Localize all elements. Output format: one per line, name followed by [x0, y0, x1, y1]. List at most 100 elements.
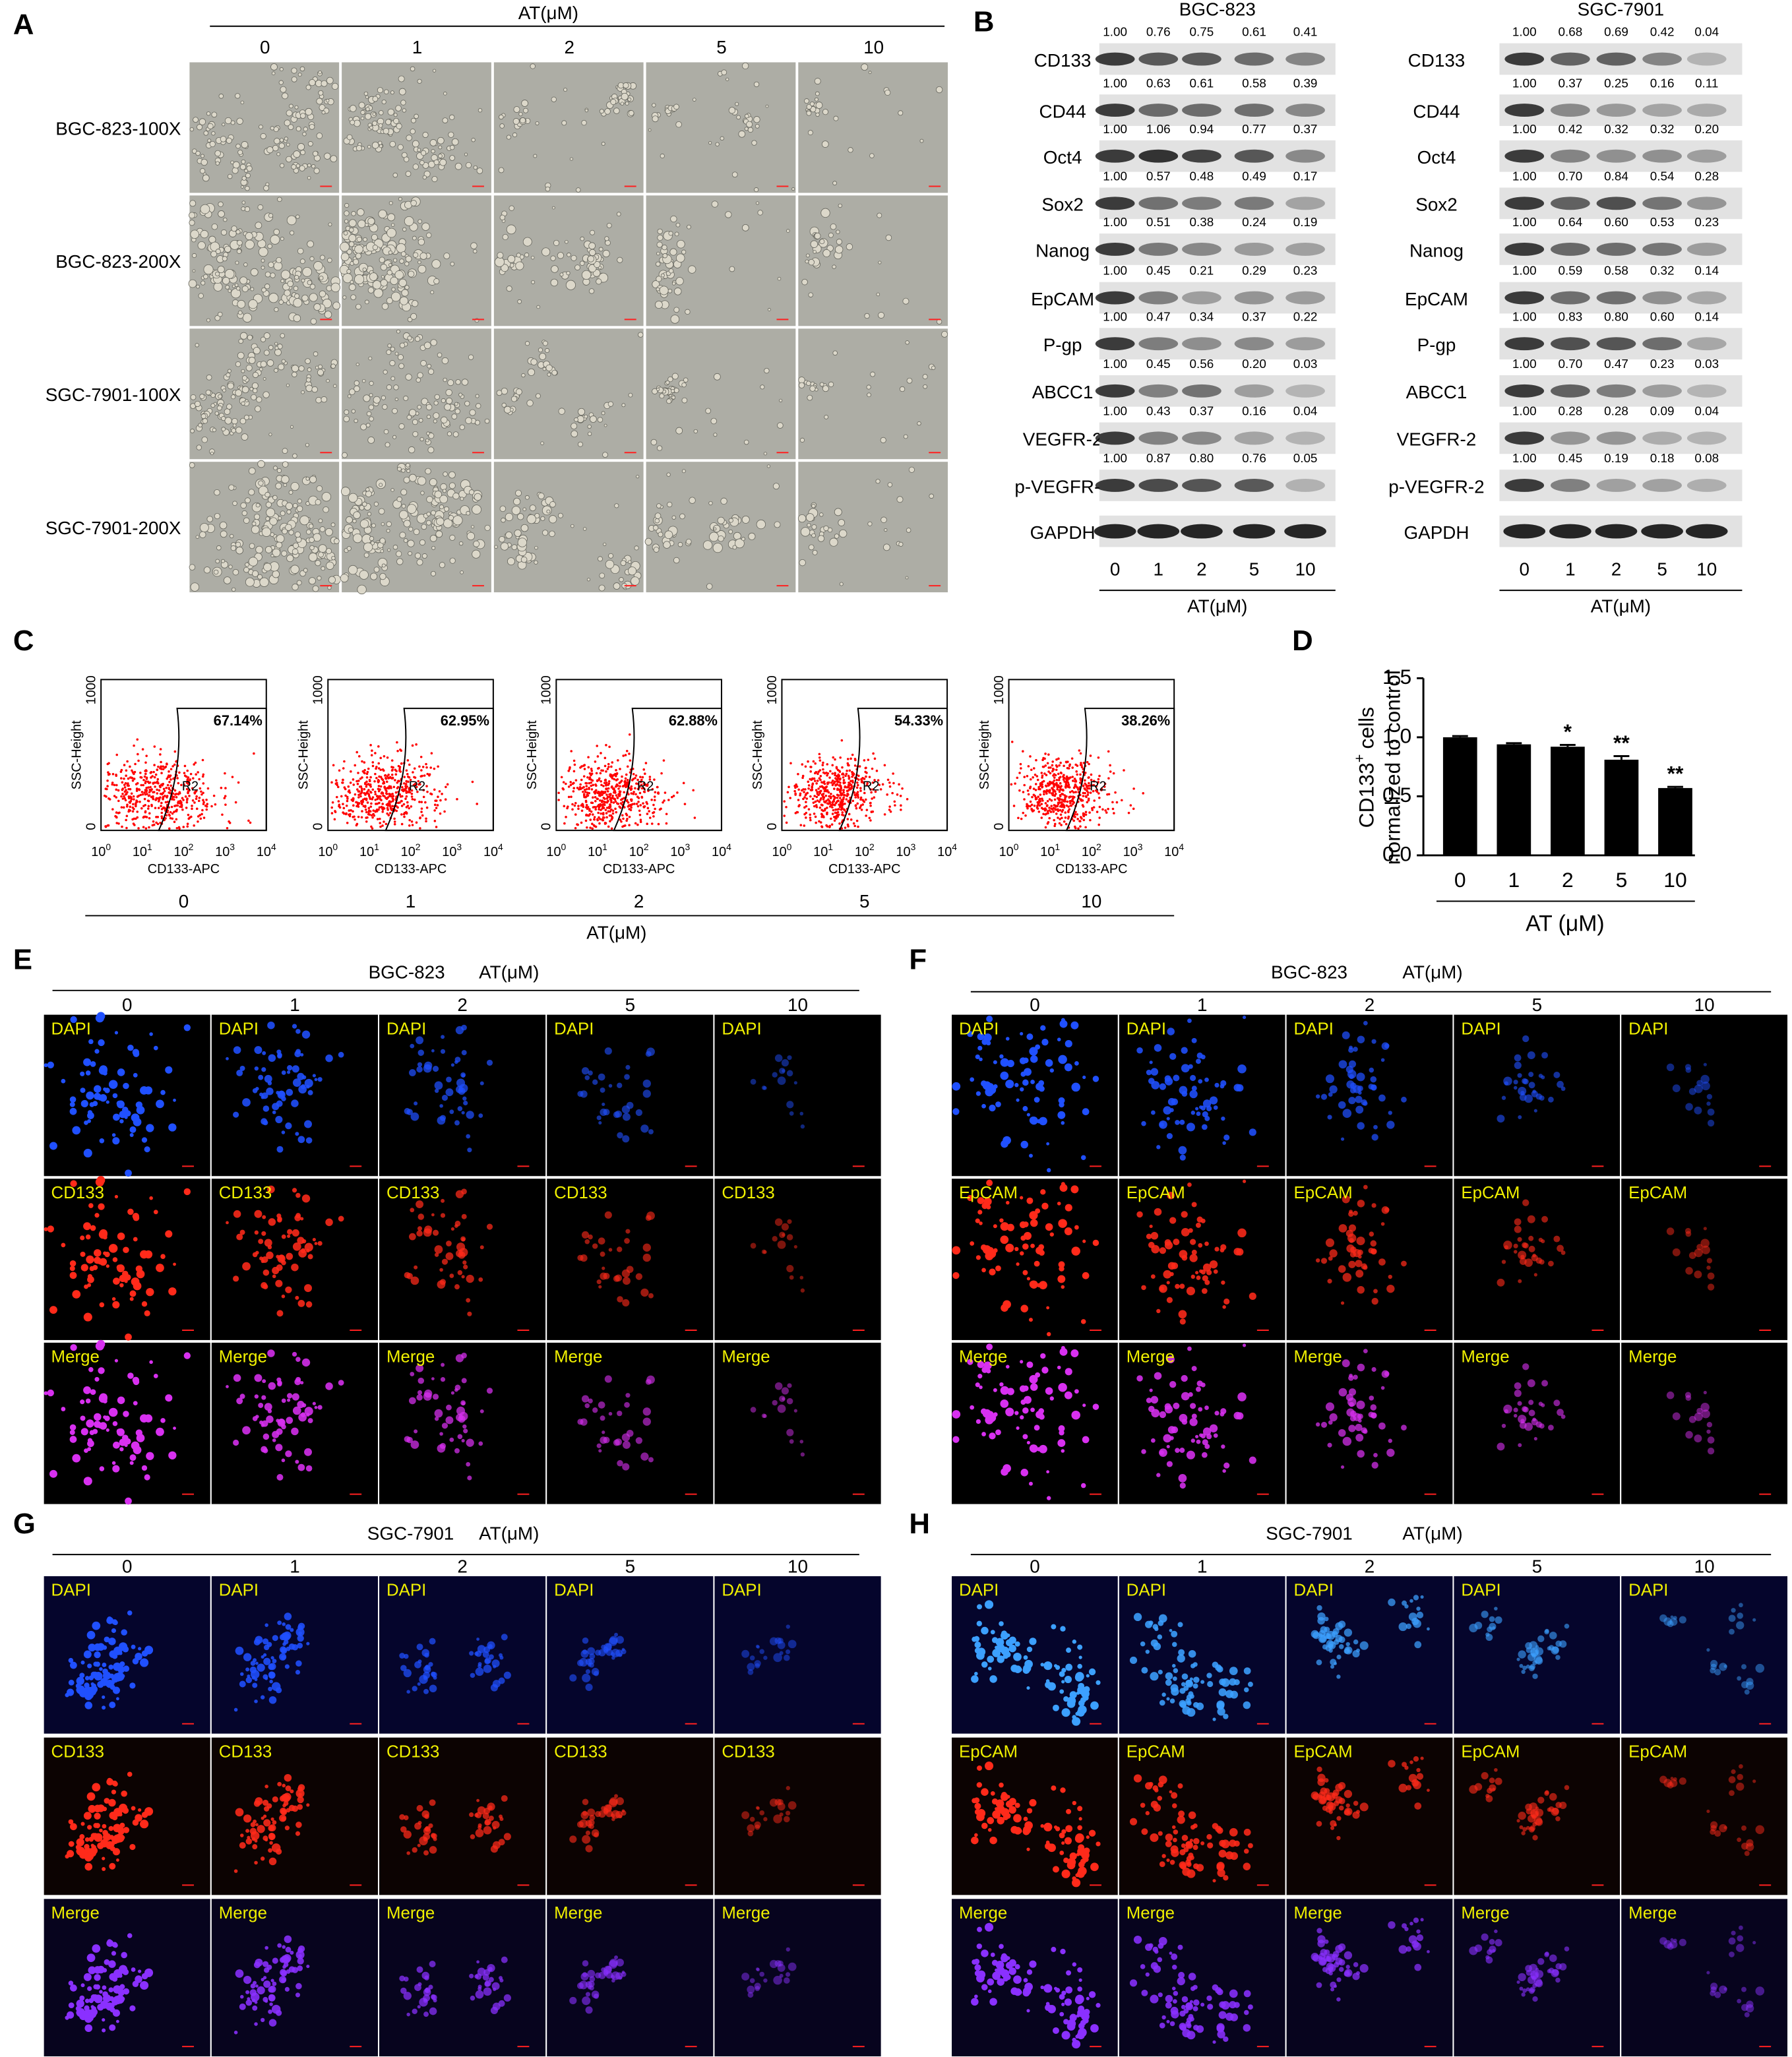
cell	[245, 239, 255, 249]
cell	[307, 141, 313, 146]
cell	[340, 487, 350, 497]
cell	[221, 415, 226, 421]
event-dot	[596, 805, 600, 808]
cell	[451, 414, 458, 419]
cell	[472, 549, 481, 559]
cell	[412, 431, 419, 437]
event-dot	[405, 806, 408, 809]
cell	[367, 436, 375, 444]
event-dot	[330, 781, 333, 784]
cell	[587, 424, 592, 429]
cell	[553, 239, 560, 246]
event-dot	[1107, 807, 1109, 811]
event-dot	[435, 826, 438, 828]
densitometry-value: 0.80	[1604, 310, 1628, 324]
bar	[1658, 787, 1692, 855]
event-dot	[1038, 797, 1041, 801]
cell	[381, 563, 386, 568]
cell	[443, 377, 447, 383]
event-dot	[1132, 787, 1135, 790]
protein-label: Nanog	[1409, 240, 1464, 261]
cell	[354, 245, 363, 254]
event-dot	[797, 788, 800, 791]
event-dot	[1071, 766, 1074, 769]
event-dot	[605, 807, 609, 809]
event-dot	[804, 788, 807, 791]
event-dot	[1020, 817, 1023, 820]
cell	[232, 423, 237, 427]
cell	[530, 358, 538, 365]
event-dot	[381, 778, 385, 782]
event-dot	[156, 780, 159, 783]
event-dot	[1074, 811, 1077, 814]
cell	[259, 367, 263, 371]
event-dot	[1060, 824, 1063, 826]
cell	[906, 528, 911, 533]
event-dot	[1059, 813, 1063, 816]
cell	[246, 166, 253, 172]
event-dot	[1045, 785, 1048, 788]
cell	[240, 502, 247, 509]
cell	[284, 137, 288, 141]
cell	[231, 394, 236, 400]
cell	[439, 505, 445, 510]
cell	[309, 284, 316, 290]
event-dot	[566, 807, 569, 810]
cell	[515, 388, 522, 396]
event-dot	[147, 805, 150, 808]
event-dot	[1086, 760, 1089, 764]
cell	[369, 272, 378, 281]
event-dot	[650, 798, 653, 801]
event-dot	[854, 796, 857, 799]
event-dot	[630, 792, 633, 795]
event-dot	[605, 787, 608, 790]
event-dot	[146, 793, 148, 795]
event-dot	[111, 773, 115, 776]
cell	[299, 259, 305, 264]
cell	[496, 390, 503, 396]
cell	[297, 247, 304, 255]
cell	[514, 529, 522, 537]
cell	[656, 387, 660, 391]
cell	[542, 340, 548, 346]
band	[1138, 104, 1179, 117]
event-dot	[826, 763, 829, 766]
event-dot	[405, 780, 408, 783]
cell	[353, 533, 363, 543]
event-dot	[183, 774, 187, 777]
cell	[417, 238, 425, 246]
event-dot	[156, 816, 160, 818]
event-dot	[645, 801, 648, 804]
cell	[549, 501, 556, 508]
densitometry-value: 0.47	[1146, 310, 1171, 324]
cell	[675, 121, 682, 128]
cell	[321, 80, 328, 87]
event-dot	[1022, 811, 1025, 814]
densitometry-value: 0.42	[1650, 26, 1675, 40]
cell	[315, 499, 321, 506]
event-dot	[408, 807, 410, 810]
band	[1138, 52, 1179, 66]
event-dot	[881, 783, 884, 786]
event-dot	[1039, 787, 1041, 791]
tick-exponent: 0	[1014, 842, 1019, 852]
event-dot	[631, 803, 634, 806]
cell	[652, 103, 656, 107]
band	[1234, 431, 1274, 445]
event-dot	[1045, 792, 1048, 795]
event-dot	[592, 813, 594, 816]
cell	[903, 434, 908, 439]
cell	[715, 142, 720, 146]
event-dot	[105, 795, 108, 798]
cell	[476, 168, 483, 174]
densitometry-value: 0.58	[1604, 264, 1628, 278]
event-dot	[152, 782, 155, 785]
event-dot	[425, 785, 428, 787]
cell	[512, 132, 518, 138]
event-dot	[872, 752, 875, 755]
cell	[227, 369, 232, 373]
event-dot	[583, 788, 586, 791]
event-dot	[864, 766, 867, 770]
event-dot	[606, 790, 609, 793]
event-dot	[652, 815, 655, 818]
